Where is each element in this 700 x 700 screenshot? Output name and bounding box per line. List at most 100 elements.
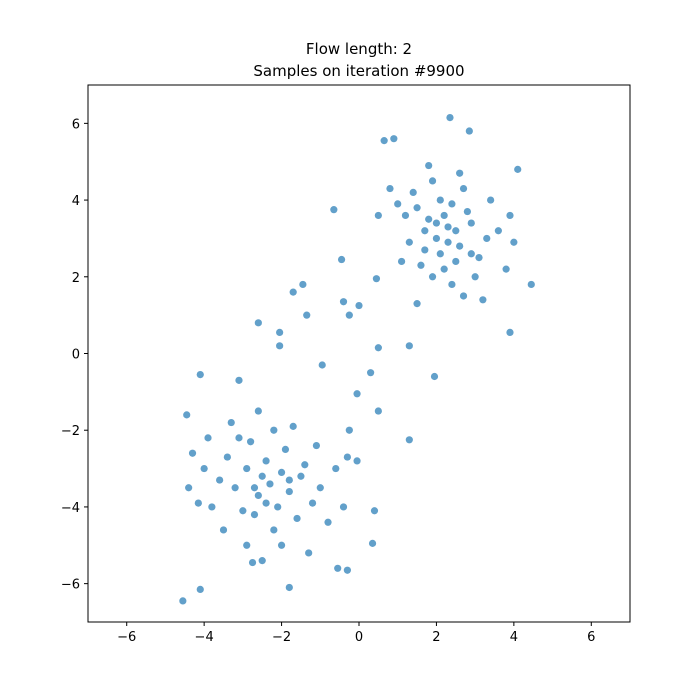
point [239, 507, 247, 515]
point [200, 464, 208, 473]
point [368, 539, 377, 547]
point [312, 441, 321, 450]
point [417, 261, 425, 269]
point [277, 468, 286, 477]
point [299, 280, 307, 289]
point [285, 583, 293, 592]
point [444, 238, 452, 246]
point [247, 438, 255, 446]
point [248, 558, 257, 567]
point [289, 422, 297, 430]
point [332, 464, 340, 473]
y-tick-label: −2 [61, 424, 80, 439]
point [216, 476, 224, 484]
point [436, 196, 444, 204]
point [514, 165, 522, 173]
point [353, 390, 361, 398]
point [254, 319, 262, 327]
point [527, 280, 535, 289]
point [227, 418, 235, 427]
point [188, 449, 197, 457]
point [459, 184, 468, 193]
point [231, 484, 239, 492]
point [343, 453, 351, 461]
y-tick-label: 2 [72, 271, 80, 286]
point [276, 328, 284, 337]
point [243, 464, 251, 473]
point [343, 566, 351, 574]
point [339, 503, 348, 511]
point [219, 526, 228, 534]
x-tick-label: −2 [272, 630, 291, 645]
point [456, 242, 464, 250]
point [413, 204, 421, 212]
point [467, 250, 475, 258]
point [374, 407, 382, 415]
point [372, 275, 381, 283]
point [380, 137, 388, 145]
point [394, 200, 402, 208]
y-tick-label: 0 [72, 348, 80, 363]
point [266, 480, 274, 488]
plot-frame [87, 84, 631, 623]
point [459, 292, 468, 300]
point [390, 135, 398, 143]
point [405, 342, 413, 350]
point [345, 311, 353, 319]
point [258, 557, 266, 565]
point [262, 499, 270, 507]
point [277, 541, 286, 549]
x-tick-label: 0 [355, 630, 363, 645]
point [353, 457, 361, 465]
point [475, 254, 483, 262]
point [196, 370, 204, 379]
point [421, 227, 429, 235]
point [448, 280, 456, 289]
point [483, 234, 491, 243]
point [254, 491, 262, 500]
point [467, 219, 475, 227]
point [223, 453, 231, 461]
x-tick-label: 4 [510, 630, 518, 645]
point [401, 211, 410, 220]
point [301, 461, 309, 469]
point [428, 273, 437, 281]
point [305, 549, 313, 557]
x-tick-label: 6 [587, 630, 595, 645]
point [456, 169, 464, 177]
x-tick-label: −6 [117, 630, 136, 645]
point [324, 518, 332, 526]
point [370, 507, 379, 515]
point [444, 223, 452, 231]
point [413, 300, 421, 308]
point [367, 369, 375, 377]
point [281, 445, 290, 453]
point [208, 503, 216, 511]
point [250, 484, 259, 492]
point [436, 250, 444, 258]
point [440, 265, 448, 273]
point [250, 510, 259, 519]
point [262, 457, 270, 465]
point [179, 597, 187, 605]
point [196, 585, 204, 593]
x-tick-label: −4 [195, 630, 214, 645]
point [276, 342, 284, 350]
point [293, 514, 301, 523]
point [337, 255, 346, 264]
point [425, 215, 433, 223]
point [452, 227, 460, 235]
point [185, 484, 193, 492]
point [409, 188, 417, 196]
point [330, 206, 338, 214]
point [448, 200, 456, 208]
point [506, 211, 514, 220]
chart-title: Flow length: 2 [306, 40, 412, 58]
point [425, 161, 433, 170]
point [308, 499, 317, 507]
point [285, 487, 293, 496]
point [194, 499, 202, 507]
point [303, 311, 311, 319]
point [465, 127, 473, 135]
